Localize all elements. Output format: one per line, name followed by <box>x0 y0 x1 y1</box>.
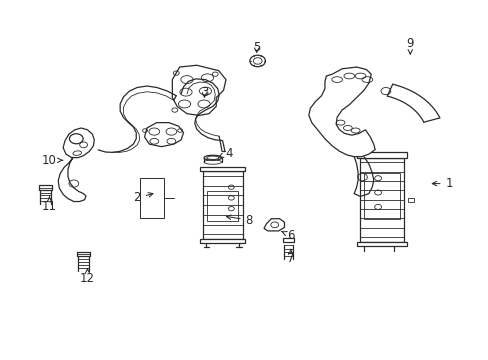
Bar <box>364 173 399 219</box>
Bar <box>140 178 163 218</box>
Text: 2: 2 <box>133 192 153 204</box>
Text: 4: 4 <box>219 147 232 159</box>
Bar <box>356 242 407 246</box>
Polygon shape <box>264 219 284 231</box>
Bar <box>282 238 294 242</box>
Text: 9: 9 <box>406 37 413 54</box>
Bar <box>356 152 407 158</box>
Polygon shape <box>58 158 86 202</box>
Text: 11: 11 <box>42 197 57 213</box>
Polygon shape <box>172 65 225 116</box>
Bar <box>199 239 245 243</box>
Bar <box>39 185 52 190</box>
Polygon shape <box>63 128 94 158</box>
Text: 12: 12 <box>80 269 95 285</box>
Bar <box>77 252 90 256</box>
Text: 1: 1 <box>431 177 452 190</box>
Text: 7: 7 <box>286 249 294 265</box>
Bar <box>207 191 237 221</box>
Text: 8: 8 <box>226 214 253 227</box>
Text: 5: 5 <box>252 41 260 54</box>
Text: 6: 6 <box>281 229 294 242</box>
Bar <box>359 158 404 242</box>
Bar <box>202 171 242 239</box>
Polygon shape <box>144 123 183 147</box>
Bar <box>199 167 245 171</box>
Bar <box>407 198 413 202</box>
Polygon shape <box>308 67 374 157</box>
Text: 10: 10 <box>42 154 62 167</box>
Text: 3: 3 <box>201 86 208 99</box>
